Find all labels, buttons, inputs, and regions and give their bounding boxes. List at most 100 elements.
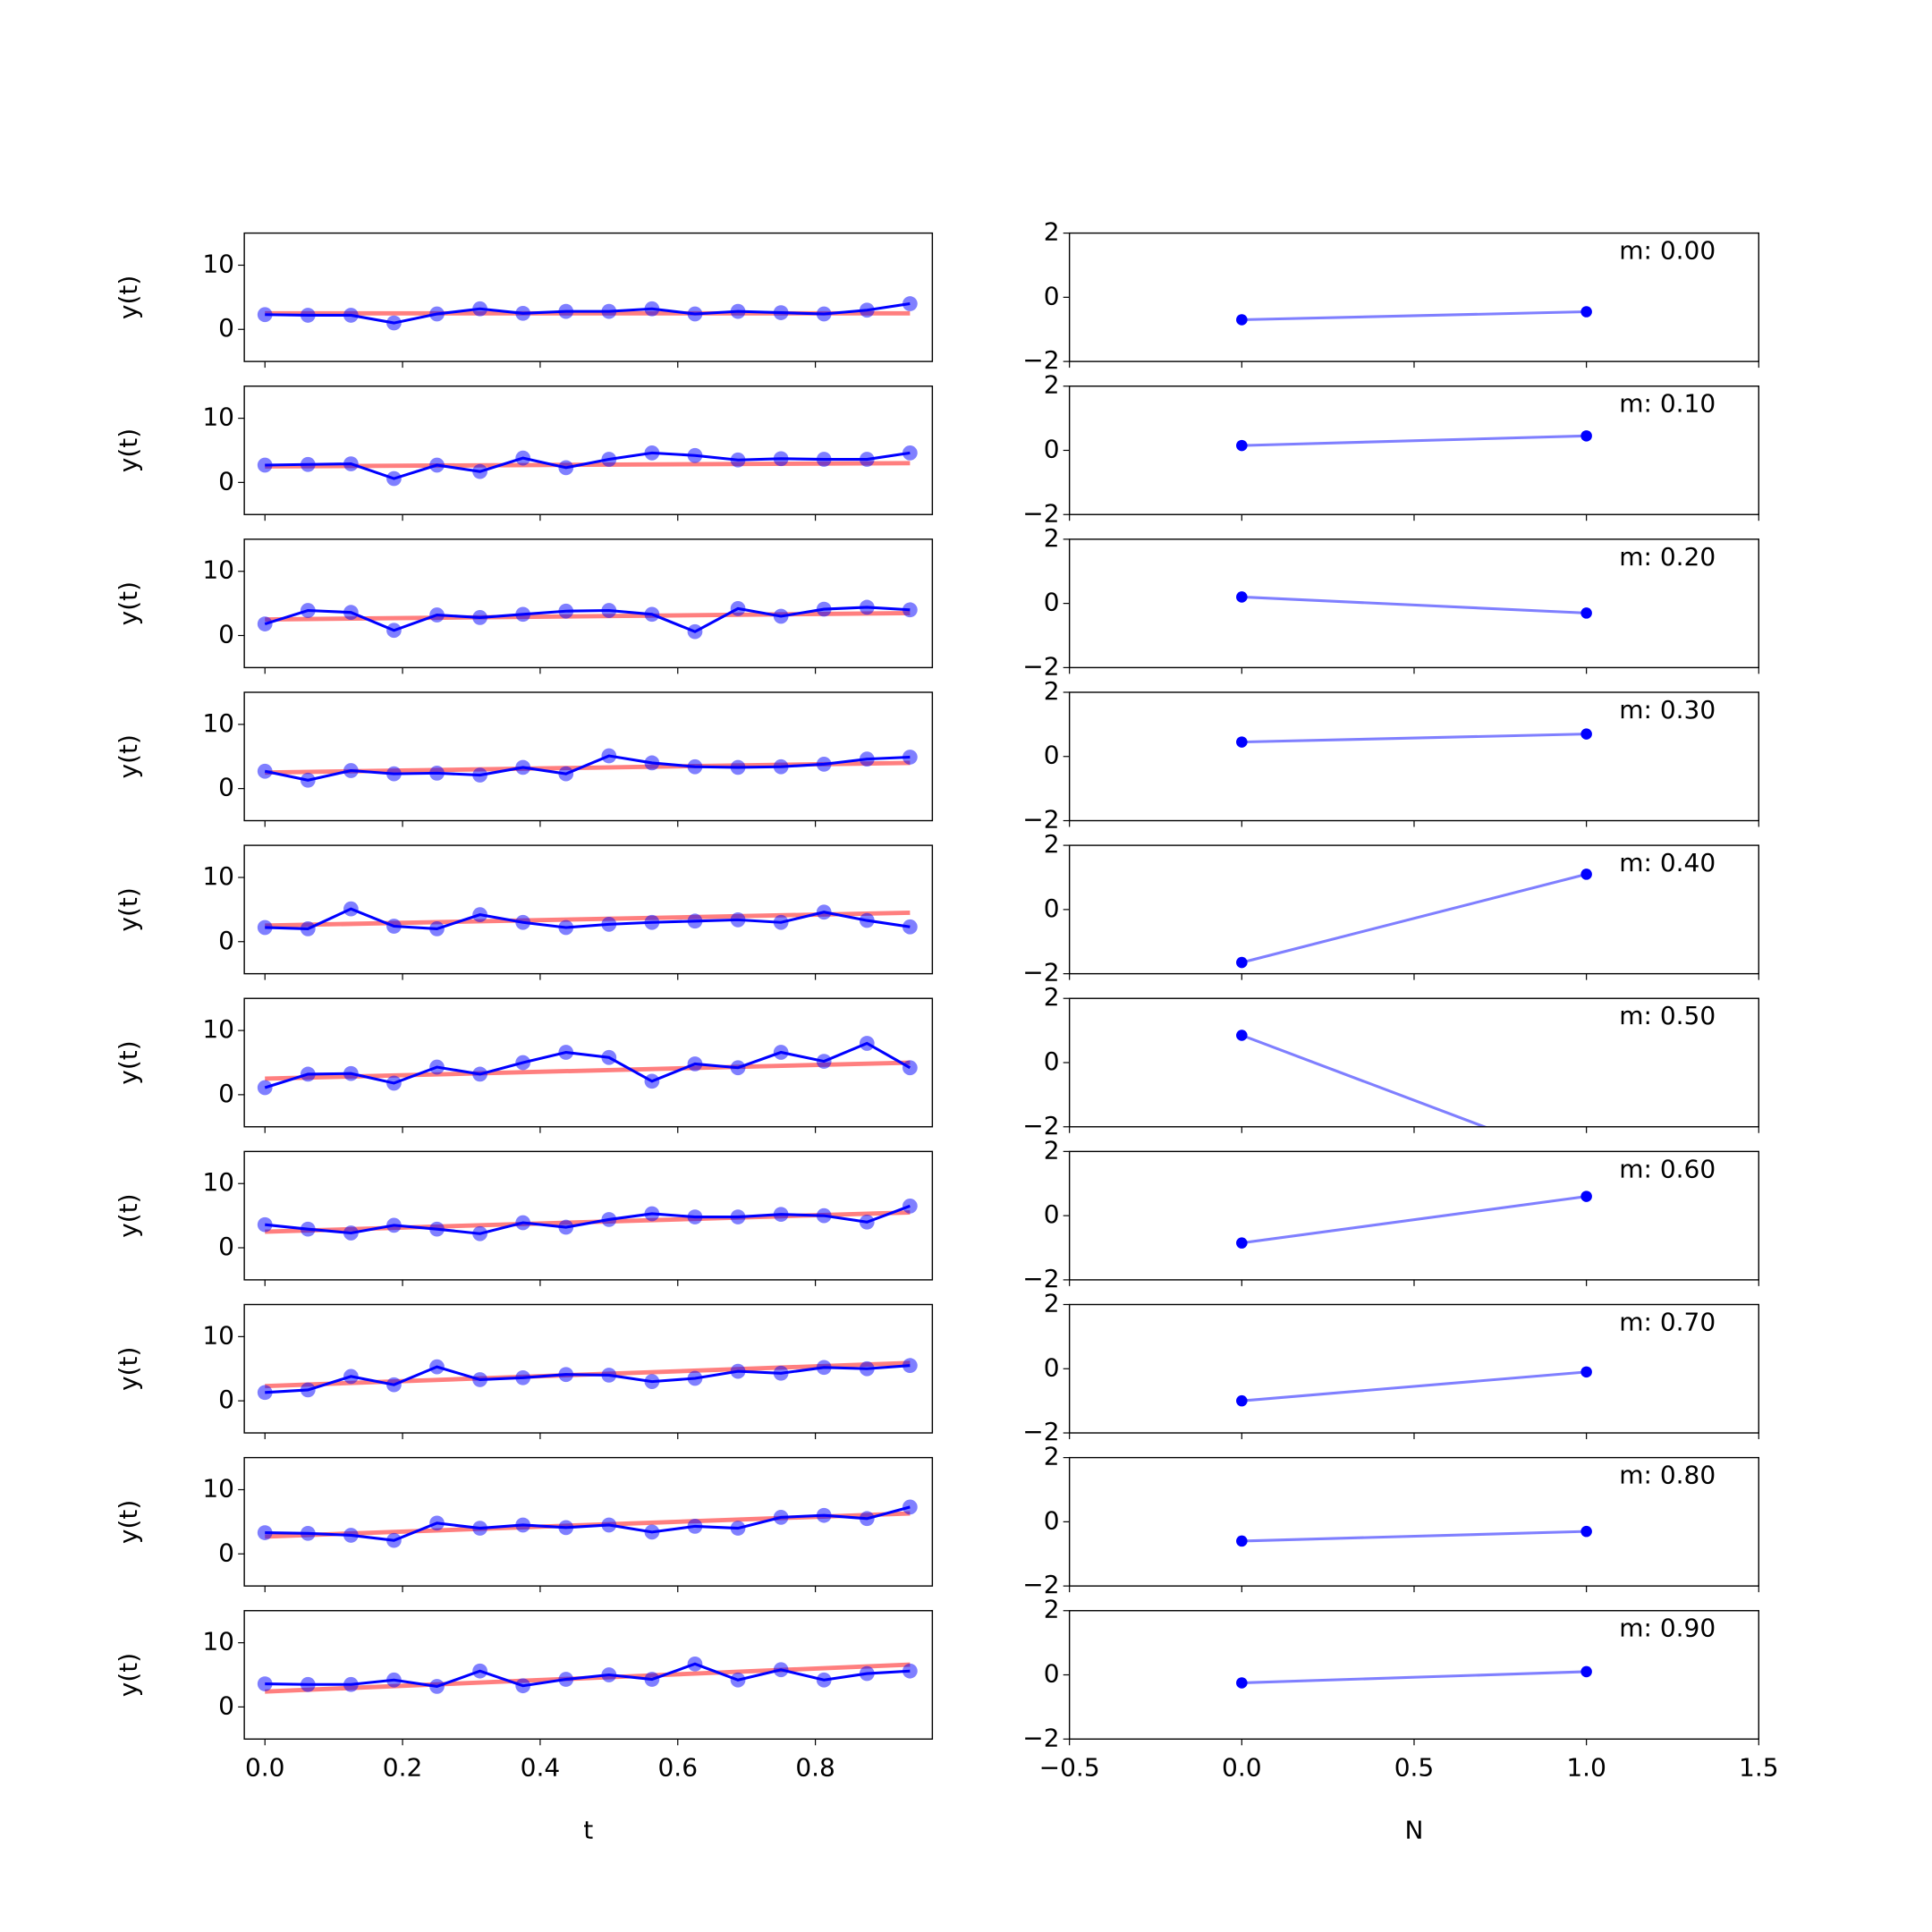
axes-frame: [1068, 691, 1759, 822]
x-tick-label: 0.6: [657, 1753, 698, 1783]
y-axis-label: y(t): [114, 1193, 143, 1237]
annotation: m: 0.70: [1619, 1307, 1716, 1336]
line: [265, 1364, 911, 1394]
marker: [257, 1676, 273, 1691]
axes-frame: [243, 997, 934, 1128]
line: [1241, 309, 1587, 322]
subplot: 0 10 y(t): [114, 538, 934, 674]
y-tick-label: 0: [218, 926, 234, 955]
y-tick-label: 0: [218, 1385, 234, 1414]
plot-area: [257, 1656, 918, 1694]
marker: [1580, 306, 1592, 318]
line: [1241, 1670, 1587, 1685]
subplot: 0 10 y(t): [114, 1303, 934, 1439]
line: [1241, 872, 1588, 964]
y-tick-label: 10: [202, 402, 234, 432]
axes-frame: [1068, 997, 1759, 1128]
x-axis-label: N: [1405, 1815, 1424, 1844]
subplot: 0 10 y(t): [114, 1150, 934, 1286]
annotation: m: 0.60: [1619, 1154, 1716, 1183]
marker: [1580, 728, 1592, 740]
y-tick-label: 0: [1044, 894, 1060, 923]
y-axis-label: y(t): [114, 1347, 143, 1391]
line: [264, 1041, 911, 1089]
subplot: 0 10 y(t): [114, 691, 934, 827]
axes-frame: [1068, 386, 1759, 515]
plot-area: [257, 445, 918, 487]
line: [264, 606, 911, 633]
axes-frame: [1068, 1303, 1759, 1434]
axes-frame: [243, 1150, 934, 1281]
line: [1241, 1370, 1587, 1402]
y-tick-label: 0: [1044, 281, 1060, 310]
plot-area: [1236, 430, 1592, 452]
y-tick-label: −2: [1022, 1111, 1059, 1140]
x-tick-label: 0.0: [245, 1753, 285, 1783]
subplot: −2 0 2 m: 0.30: [1022, 676, 1759, 835]
line: [1241, 595, 1587, 614]
x-tick-label: 0.8: [795, 1753, 835, 1783]
subplot: 0.0 0.2 0.4 0.6 0.8 0 10 y(t) t: [114, 1610, 934, 1844]
marker: [902, 1663, 918, 1679]
axes-frame: [1068, 232, 1759, 362]
y-tick-label: 2: [1044, 1288, 1060, 1318]
y-tick-label: −2: [1022, 498, 1059, 528]
y-tick-label: 2: [1044, 523, 1060, 553]
marker: [1236, 1677, 1248, 1689]
y-tick-label: −2: [1022, 345, 1059, 375]
line: [1241, 1530, 1587, 1543]
y-tick-label: 0: [218, 1079, 234, 1108]
y-tick-label: −2: [1022, 1570, 1059, 1599]
x-tick-label: 0.4: [521, 1753, 561, 1783]
marker: [1236, 1535, 1248, 1547]
marker: [1580, 1191, 1592, 1202]
axes-frame: [243, 844, 934, 975]
y-axis-label: y(t): [114, 887, 143, 931]
y-tick-label: 10: [202, 861, 234, 891]
line: [265, 451, 911, 480]
y-tick-label: 0: [1044, 741, 1060, 770]
y-tick-label: −2: [1022, 1417, 1059, 1446]
axes-frame: [1068, 1610, 1759, 1740]
line: [265, 1060, 911, 1081]
subplot: 0 10 y(t): [114, 1456, 934, 1593]
plot-area: [257, 1499, 918, 1548]
line: [1241, 1034, 1488, 1127]
annotation: m: 0.40: [1619, 848, 1716, 877]
marker: [257, 616, 273, 631]
subplot: −2 0 2 m: 0.60: [1022, 1135, 1759, 1293]
y-tick-label: 0: [1044, 1659, 1060, 1689]
annotation: m: 0.80: [1619, 1461, 1716, 1490]
plot-area: [257, 1199, 918, 1241]
subplot: −2 0 2 m: 0.00: [1022, 217, 1759, 375]
y-tick-label: 10: [202, 1473, 234, 1503]
x-tick-label: 0.0: [1222, 1753, 1262, 1783]
x-tick-label: 0.2: [383, 1753, 423, 1783]
marker: [1236, 1237, 1248, 1249]
axes-frame: [243, 1303, 934, 1434]
axes-frame: [243, 1456, 934, 1587]
annotation: m: 0.10: [1619, 389, 1716, 419]
plot-area: [1236, 1191, 1592, 1249]
marker: [1236, 1394, 1248, 1407]
y-tick-label: 10: [202, 1627, 234, 1657]
y-tick-label: 0: [218, 1538, 234, 1567]
y-tick-label: 0: [218, 1690, 234, 1720]
marker: [1580, 607, 1592, 619]
line: [265, 1662, 911, 1689]
y-tick-label: 10: [202, 555, 234, 585]
y-tick-label: 2: [1044, 676, 1060, 706]
line: [265, 907, 911, 930]
y-axis-label: y(t): [114, 428, 143, 472]
y-tick-label: −2: [1022, 651, 1059, 681]
y-axis-label: y(t): [114, 1500, 143, 1544]
marker: [1236, 956, 1248, 969]
y-tick-label: 10: [202, 249, 234, 278]
axes-frame: [243, 691, 934, 822]
plot-area: [1236, 869, 1592, 969]
plot-area: [1236, 591, 1592, 619]
plot-area: [257, 599, 918, 640]
y-axis-label: y(t): [114, 1040, 143, 1084]
plot-area: [1236, 306, 1592, 326]
annotation: m: 0.50: [1619, 1001, 1716, 1030]
